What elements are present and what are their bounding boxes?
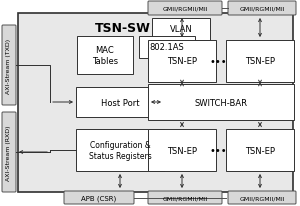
Text: TSN-EP: TSN-EP	[245, 57, 275, 66]
Bar	[76, 129, 164, 171]
Text: •••: •••	[209, 57, 227, 67]
FancyBboxPatch shape	[2, 26, 16, 105]
Bar	[152, 19, 210, 41]
Text: •••: •••	[209, 145, 227, 155]
Text: GMII/RGMII/MII: GMII/RGMII/MII	[239, 6, 285, 12]
FancyBboxPatch shape	[148, 191, 222, 204]
Bar	[148, 41, 216, 83]
FancyBboxPatch shape	[228, 191, 296, 204]
Bar	[139, 37, 195, 59]
Text: TSN-EP: TSN-EP	[167, 57, 197, 66]
Text: Configuration &
Status Registers: Configuration & Status Registers	[88, 141, 152, 160]
Text: GMII/RGMII/MII: GMII/RGMII/MII	[162, 6, 208, 12]
Bar	[226, 129, 294, 171]
Bar	[76, 88, 164, 117]
Bar	[18, 14, 293, 192]
Text: TSN-EP: TSN-EP	[167, 146, 197, 155]
Text: TSN-EP: TSN-EP	[245, 146, 275, 155]
Text: VLAN: VLAN	[169, 25, 192, 34]
Text: MAC
Tables: MAC Tables	[92, 46, 118, 65]
Text: AXI-Stream (RXD): AXI-Stream (RXD)	[7, 125, 11, 180]
Bar	[77, 37, 133, 75]
Bar	[148, 85, 294, 121]
FancyBboxPatch shape	[228, 2, 296, 16]
Bar	[226, 41, 294, 83]
FancyBboxPatch shape	[2, 112, 16, 192]
Text: AXI-Stream (TXD): AXI-Stream (TXD)	[7, 38, 11, 93]
FancyBboxPatch shape	[64, 191, 134, 204]
Text: GMII/RGMII/MII: GMII/RGMII/MII	[239, 195, 285, 200]
Text: APB (CSR): APB (CSR)	[81, 195, 117, 201]
Bar	[148, 129, 216, 171]
Text: SWITCH-BAR: SWITCH-BAR	[194, 98, 248, 107]
Text: Host Port: Host Port	[101, 98, 139, 107]
FancyBboxPatch shape	[148, 2, 222, 16]
Text: TSN-SW: TSN-SW	[95, 22, 151, 35]
Text: 802.1AS: 802.1AS	[150, 43, 184, 52]
Text: GMII/RGMII/MII: GMII/RGMII/MII	[162, 195, 208, 200]
